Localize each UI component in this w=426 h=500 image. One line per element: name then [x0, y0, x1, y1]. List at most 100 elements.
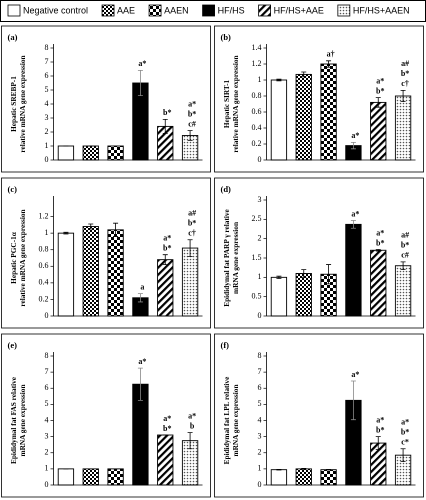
legend-swatch [148, 4, 162, 17]
significance-label: a* [376, 415, 384, 424]
significance-label: b* [376, 86, 384, 95]
significance-label: b* [163, 424, 171, 433]
significance-label: a# [401, 59, 409, 68]
bar [295, 273, 312, 317]
significance-label: c# [188, 119, 196, 128]
error-bar [375, 436, 381, 450]
y-tick-label: 0 [45, 311, 49, 320]
y-tick-label: 2 [258, 233, 262, 242]
bar [345, 223, 362, 317]
legend-label: HF/HS+AAE [274, 5, 324, 15]
legend-swatch [101, 4, 115, 17]
y-tick-label: 0.6 [39, 261, 49, 270]
significance-label: b* [188, 219, 196, 228]
significance-label: a* [351, 370, 359, 379]
legend-swatch [202, 4, 215, 17]
y-tick-label: 1 [258, 464, 262, 473]
bar [295, 73, 312, 161]
legend-swatch [7, 4, 21, 17]
y-axis-title: Epididymal fat LPL relative [222, 376, 231, 464]
y-tick-label: 4 [258, 415, 262, 424]
significance-label: c† [188, 229, 196, 238]
significance-label: b* [163, 108, 171, 117]
error-bar [350, 380, 356, 421]
y-tick-label: 7 [45, 367, 49, 376]
bar [181, 247, 199, 317]
panel-frame [1, 25, 211, 173]
y-axis-title: relative mRNA gene expression [18, 55, 27, 152]
y-axis-title: relative mRNA gene expression [18, 209, 27, 306]
significance-label: b [190, 421, 195, 430]
significance-label: b* [376, 238, 384, 247]
significance-label: c# [401, 251, 409, 260]
y-tick-label: 0.5 [252, 291, 262, 300]
error-bar [326, 60, 332, 68]
panel-frame [1, 177, 211, 329]
y-tick-label: 3 [258, 431, 262, 440]
bar [394, 95, 412, 161]
legend-label: HF/HS [218, 5, 245, 15]
y-axis-title: Hepatic SREBP-1 [9, 76, 18, 132]
y-axis-title: relative mRNA gene expression [231, 55, 240, 152]
bar [57, 232, 75, 317]
bar [295, 468, 312, 486]
y-axis-title: Hepatic PGC-1α [9, 232, 18, 284]
legend-label: AAE [117, 5, 135, 15]
error-bar [400, 90, 406, 102]
y-tick-label: 3 [258, 195, 262, 204]
error-bar [162, 254, 168, 266]
y-axis-title: Epididymal fat PARP γ relative [222, 208, 231, 306]
panel-label: (a) [8, 32, 18, 42]
bar [320, 469, 337, 486]
significance-label: c* [401, 438, 409, 447]
bar [394, 265, 412, 317]
significance-label: a [140, 282, 144, 291]
significance-label: a# [188, 209, 196, 218]
bar [82, 226, 99, 317]
panel-frame [214, 333, 424, 498]
y-tick-label: 0 [258, 480, 262, 489]
error-bar [301, 269, 307, 278]
y-tick-label: 1 [45, 228, 49, 237]
y-tick-label: 0 [45, 480, 49, 489]
error-bar [326, 264, 332, 285]
significance-label: a* [188, 99, 196, 108]
error-bar [276, 468, 282, 471]
error-bar [187, 239, 193, 257]
y-tick-label: 7 [45, 57, 49, 66]
significance-label: a* [138, 59, 146, 68]
y-tick-label: 6 [45, 383, 49, 392]
y-tick-label: 2 [258, 448, 262, 457]
error-bar [350, 220, 356, 229]
y-tick-label: 0.2 [39, 294, 49, 303]
bar [370, 249, 387, 317]
bar [270, 469, 288, 486]
significance-label: a* [376, 228, 384, 237]
significance-label: a# [401, 231, 409, 240]
significance-label: a* [188, 411, 196, 420]
legend-swatch [258, 4, 271, 17]
significance-label: a* [163, 234, 171, 243]
significance-label: a* [138, 357, 146, 366]
y-tick-label: 4 [45, 99, 49, 108]
error-bar [88, 223, 94, 230]
error-bar [350, 142, 356, 150]
y-tick-label: 8 [45, 351, 49, 360]
y-tick-label: 0.4 [39, 278, 49, 287]
panel-frame [1, 333, 211, 498]
bar [157, 434, 174, 486]
legend-label: Negative control [23, 5, 88, 15]
y-tick-label: 1.4 [252, 43, 262, 52]
panel-frame [214, 25, 424, 173]
y-axis-title: mRNA gene expression [231, 222, 240, 294]
significance-label: b* [401, 241, 409, 250]
significance-label: a* [401, 418, 409, 427]
y-tick-label: 5 [45, 85, 49, 94]
y-axis-title: mRNA gene expression [231, 384, 240, 456]
bar [82, 145, 99, 161]
y-tick-label: 5 [45, 399, 49, 408]
y-tick-label: 2 [45, 448, 49, 457]
significance-label: a* [351, 209, 359, 218]
y-tick-label: 1.2 [252, 59, 262, 68]
error-bar [162, 119, 168, 134]
